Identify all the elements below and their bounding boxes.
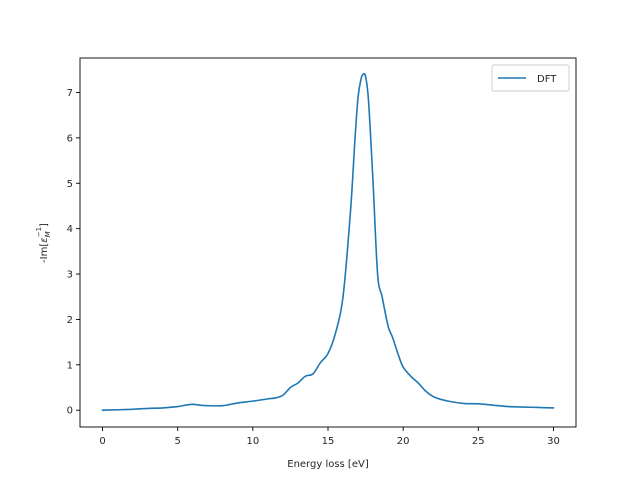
y-axis-label: -Im[εM−1] (35, 223, 52, 263)
y-tick-label: 5 (67, 179, 73, 190)
x-tick-label: 15 (322, 436, 335, 447)
y-tick-label: 4 (67, 224, 73, 235)
plot-area (101, 72, 555, 412)
x-axis-ticks: 0 5 10 15 20 25 30 (99, 427, 560, 447)
x-axis-label: Energy loss [eV] (287, 459, 369, 470)
y-tick-label: 2 (67, 315, 73, 326)
legend-entry-dft: DFT (537, 74, 557, 85)
y-tick-label: 3 (67, 270, 73, 281)
x-tick-label: 10 (246, 436, 259, 447)
y-axis-ticks: 0 1 2 3 4 5 6 7 (67, 88, 80, 417)
legend-box (491, 64, 570, 92)
x-tick-label: 30 (547, 436, 560, 447)
x-tick-label: 0 (99, 436, 105, 447)
x-tick-label: 25 (472, 436, 485, 447)
x-tick-label: 20 (397, 436, 410, 447)
legend: DFT (491, 64, 570, 92)
y-tick-label: 1 (67, 360, 73, 371)
y-tick-label: 6 (67, 133, 73, 144)
y-tick-label: 0 (67, 406, 73, 417)
y-tick-label: 7 (67, 88, 73, 99)
dft-line (101, 72, 555, 412)
x-tick-label: 5 (175, 436, 181, 447)
